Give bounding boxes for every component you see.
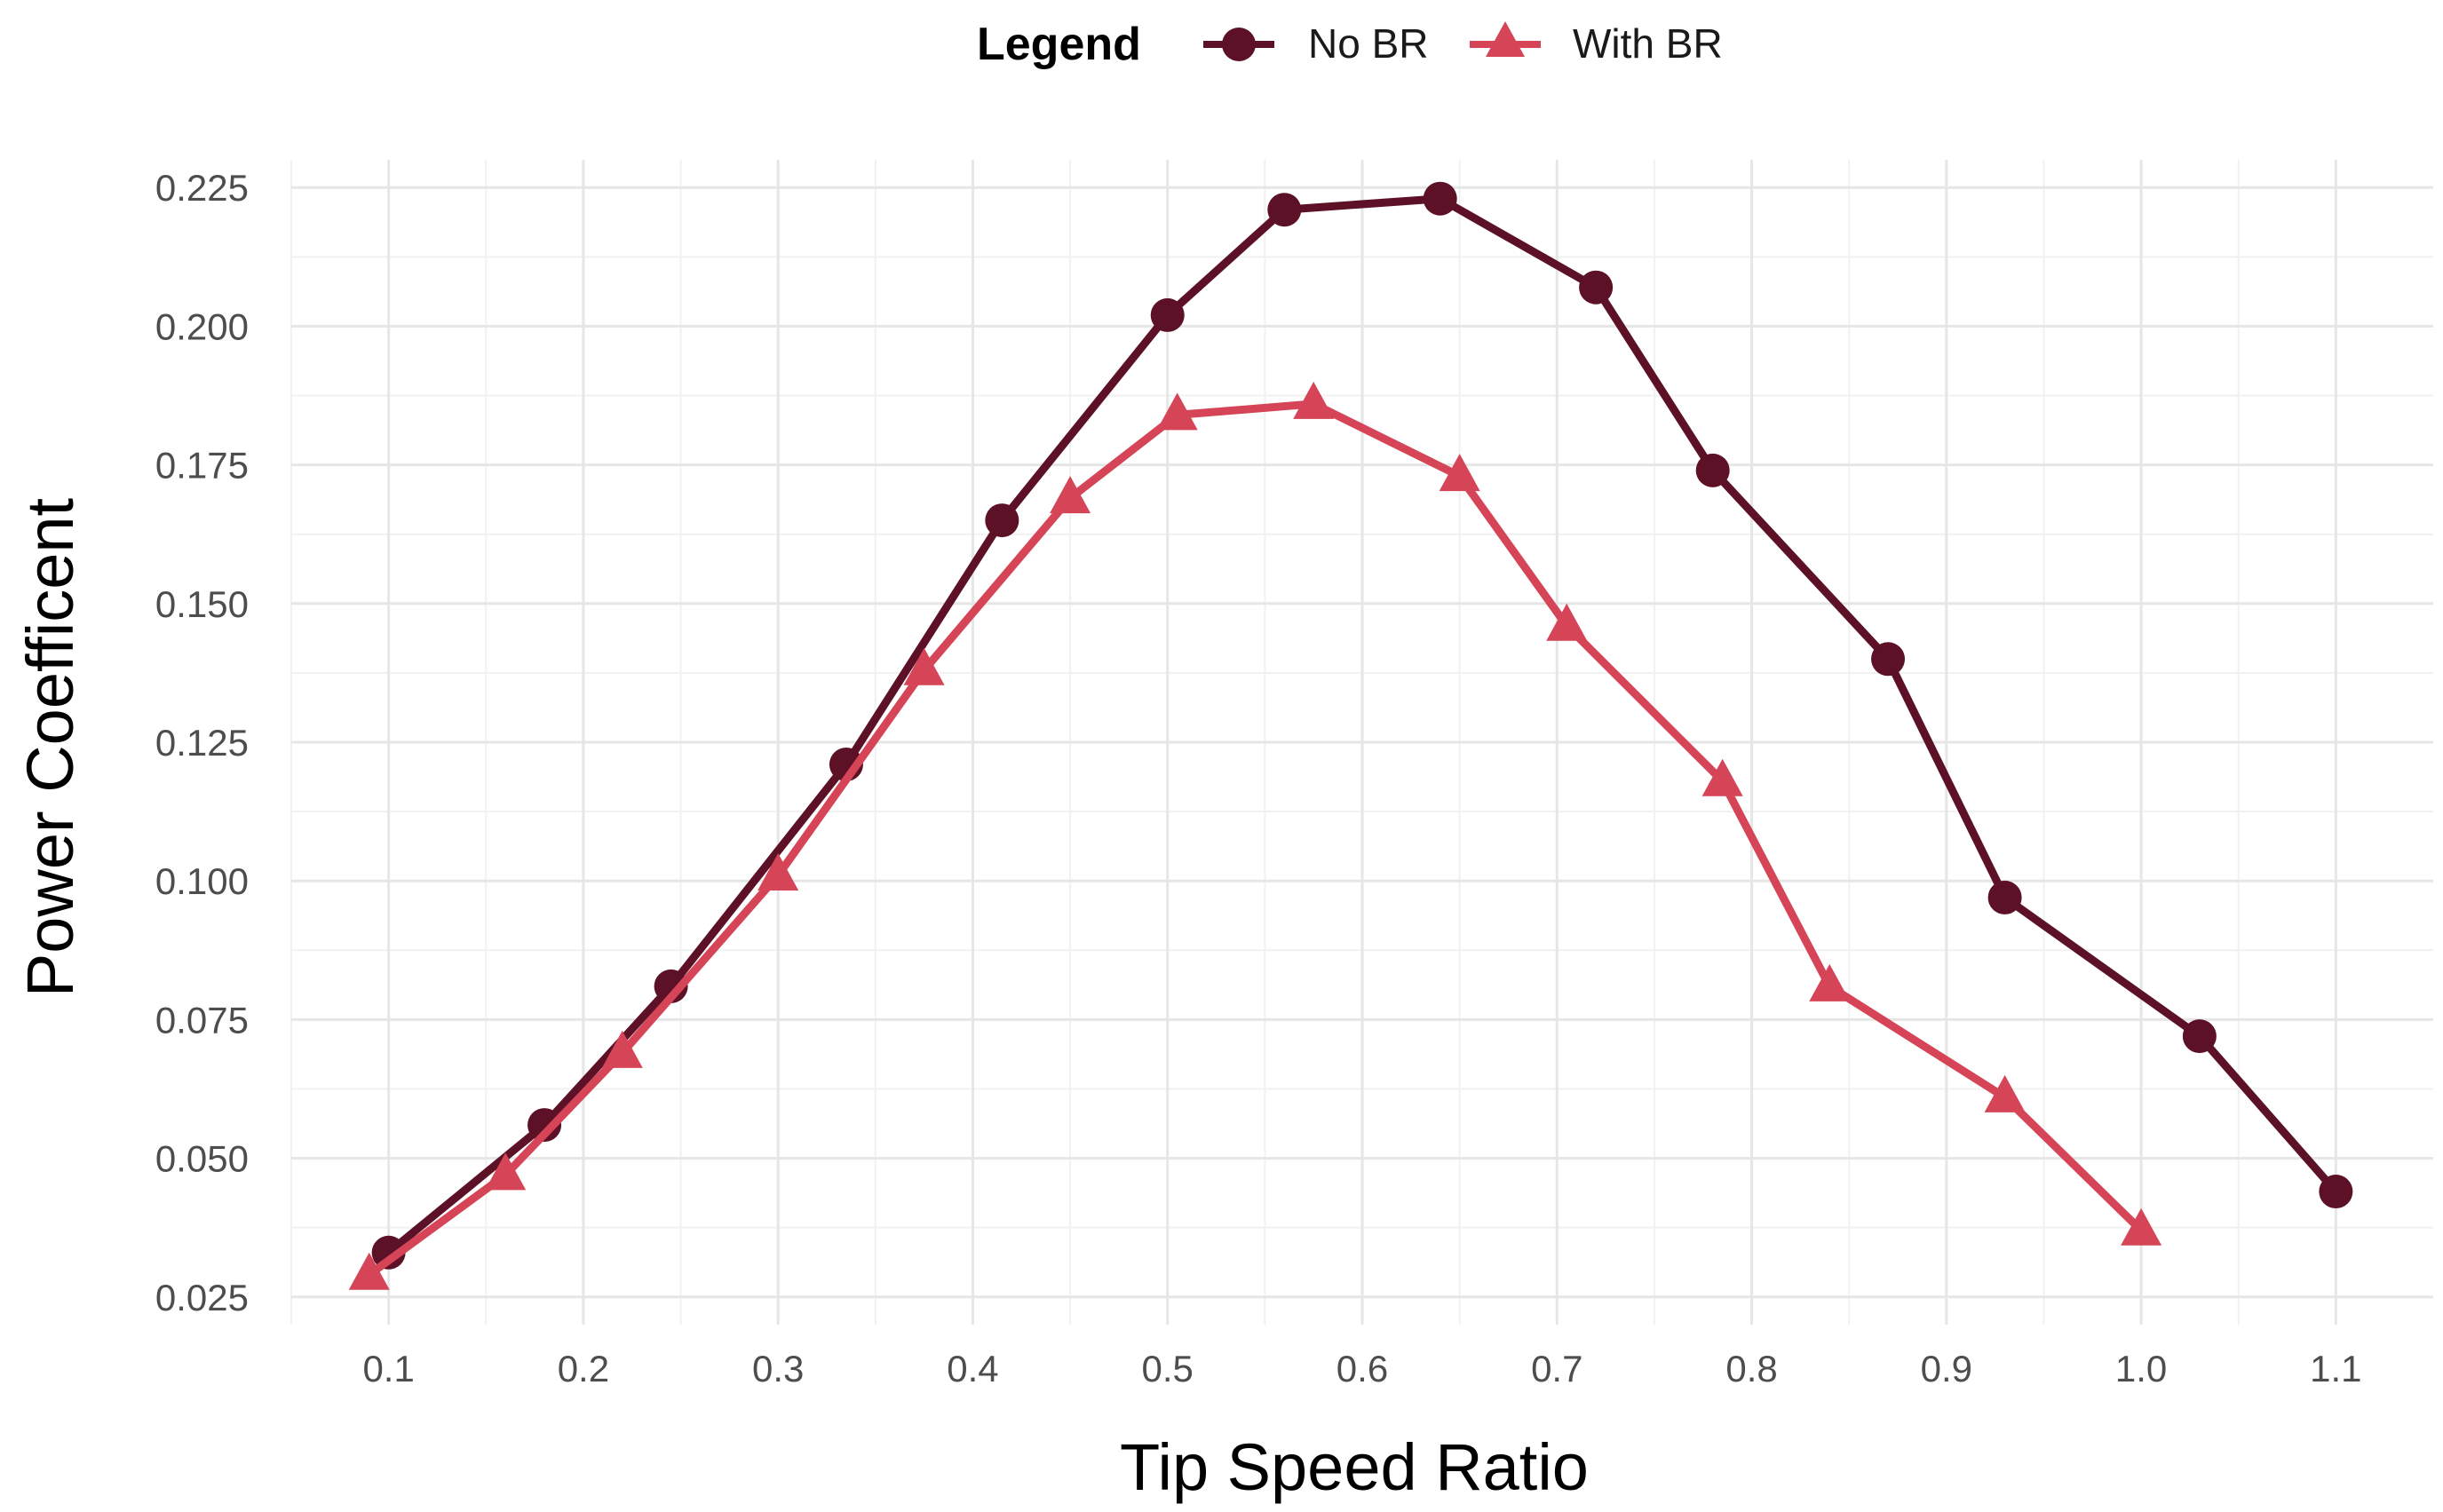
y-tick-label: 0.200: [155, 305, 249, 347]
data-point-no-br: [1267, 193, 1302, 227]
legend-swatch-marker-with-br: [1486, 21, 1525, 57]
data-point-with-br: [1439, 454, 1480, 492]
x-tick-label: 0.3: [752, 1348, 804, 1389]
data-point-with-br: [1984, 1074, 2026, 1112]
legend-label-with-br: With BR: [1573, 20, 1723, 67]
data-point-no-br: [985, 503, 1019, 538]
x-axis-tick-labels: 0.1 0.2 0.3 0.4 0.5 0.6 0.7 0.8 0.9 1.0 1.1: [362, 1348, 2361, 1389]
data-point-no-br: [2182, 1019, 2217, 1054]
major-gridlines: [291, 160, 2433, 1325]
y-tick-label: 0.100: [155, 860, 249, 902]
data-point-with-br: [757, 852, 799, 891]
data-point-no-br: [654, 969, 688, 1003]
legend-swatch-marker-no-br: [1222, 28, 1256, 61]
y-tick-label: 0.050: [155, 1138, 249, 1180]
series-line-no-br: [385, 194, 2339, 1256]
data-point-no-br: [1695, 453, 1730, 487]
y-tick-label: 0.125: [155, 722, 249, 764]
data-point-no-br: [371, 1235, 406, 1270]
y-tick-label: 0.025: [155, 1277, 249, 1318]
data-point-with-br: [1701, 758, 1743, 796]
data-point-no-br: [1987, 880, 2022, 914]
series-line-with-br: [367, 400, 2145, 1278]
x-tick-label: 0.7: [1531, 1348, 1582, 1389]
data-point-with-br: [1293, 381, 1335, 419]
legend-title: Legend: [977, 19, 1141, 70]
y-tick-label: 0.150: [155, 583, 249, 625]
x-tick-label: 1.0: [2115, 1348, 2167, 1389]
y-tick-label: 0.075: [155, 999, 249, 1041]
data-point-with-br: [601, 1030, 643, 1068]
data-point-no-br: [1579, 270, 1614, 305]
x-tick-label: 0.9: [1921, 1348, 1972, 1389]
data-point-with-br: [1809, 963, 1851, 1001]
x-axis-title: Tip Speed Ratio: [1120, 1430, 1589, 1504]
data-point-no-br: [1150, 297, 1185, 332]
data-point-no-br: [1871, 642, 1906, 677]
legend: Legend No BR With BR: [977, 19, 1723, 70]
x-tick-label: 0.5: [1142, 1348, 1194, 1389]
data-point-no-br: [1423, 181, 1457, 216]
data-point-with-br: [1156, 392, 1198, 431]
data-point-with-br: [1546, 603, 1588, 641]
y-tick-label: 0.225: [155, 167, 249, 209]
data-point-with-br: [1050, 476, 1091, 514]
data-series: [348, 181, 2353, 1290]
y-axis-title: Power Coefficent: [13, 497, 87, 997]
data-point-no-br: [527, 1108, 562, 1143]
x-tick-label: 0.8: [1725, 1348, 1777, 1389]
y-tick-label: 0.175: [155, 445, 249, 487]
data-point-with-br: [2121, 1207, 2162, 1246]
y-axis-tick-labels: 0.025 0.050 0.075 0.100 0.125 0.150 0.175 0.200…: [155, 167, 249, 1318]
data-point-with-br: [485, 1152, 527, 1191]
x-tick-label: 1.1: [2310, 1348, 2361, 1389]
data-point-no-br: [2319, 1175, 2353, 1209]
x-tick-label: 0.6: [1337, 1348, 1388, 1389]
x-tick-label: 0.4: [947, 1348, 998, 1389]
data-point-with-br: [903, 647, 945, 685]
x-tick-label: 0.2: [558, 1348, 609, 1389]
x-tick-label: 0.1: [362, 1348, 414, 1389]
data-point-with-br: [348, 1252, 390, 1290]
legend-label-no-br: No BR: [1308, 20, 1428, 67]
